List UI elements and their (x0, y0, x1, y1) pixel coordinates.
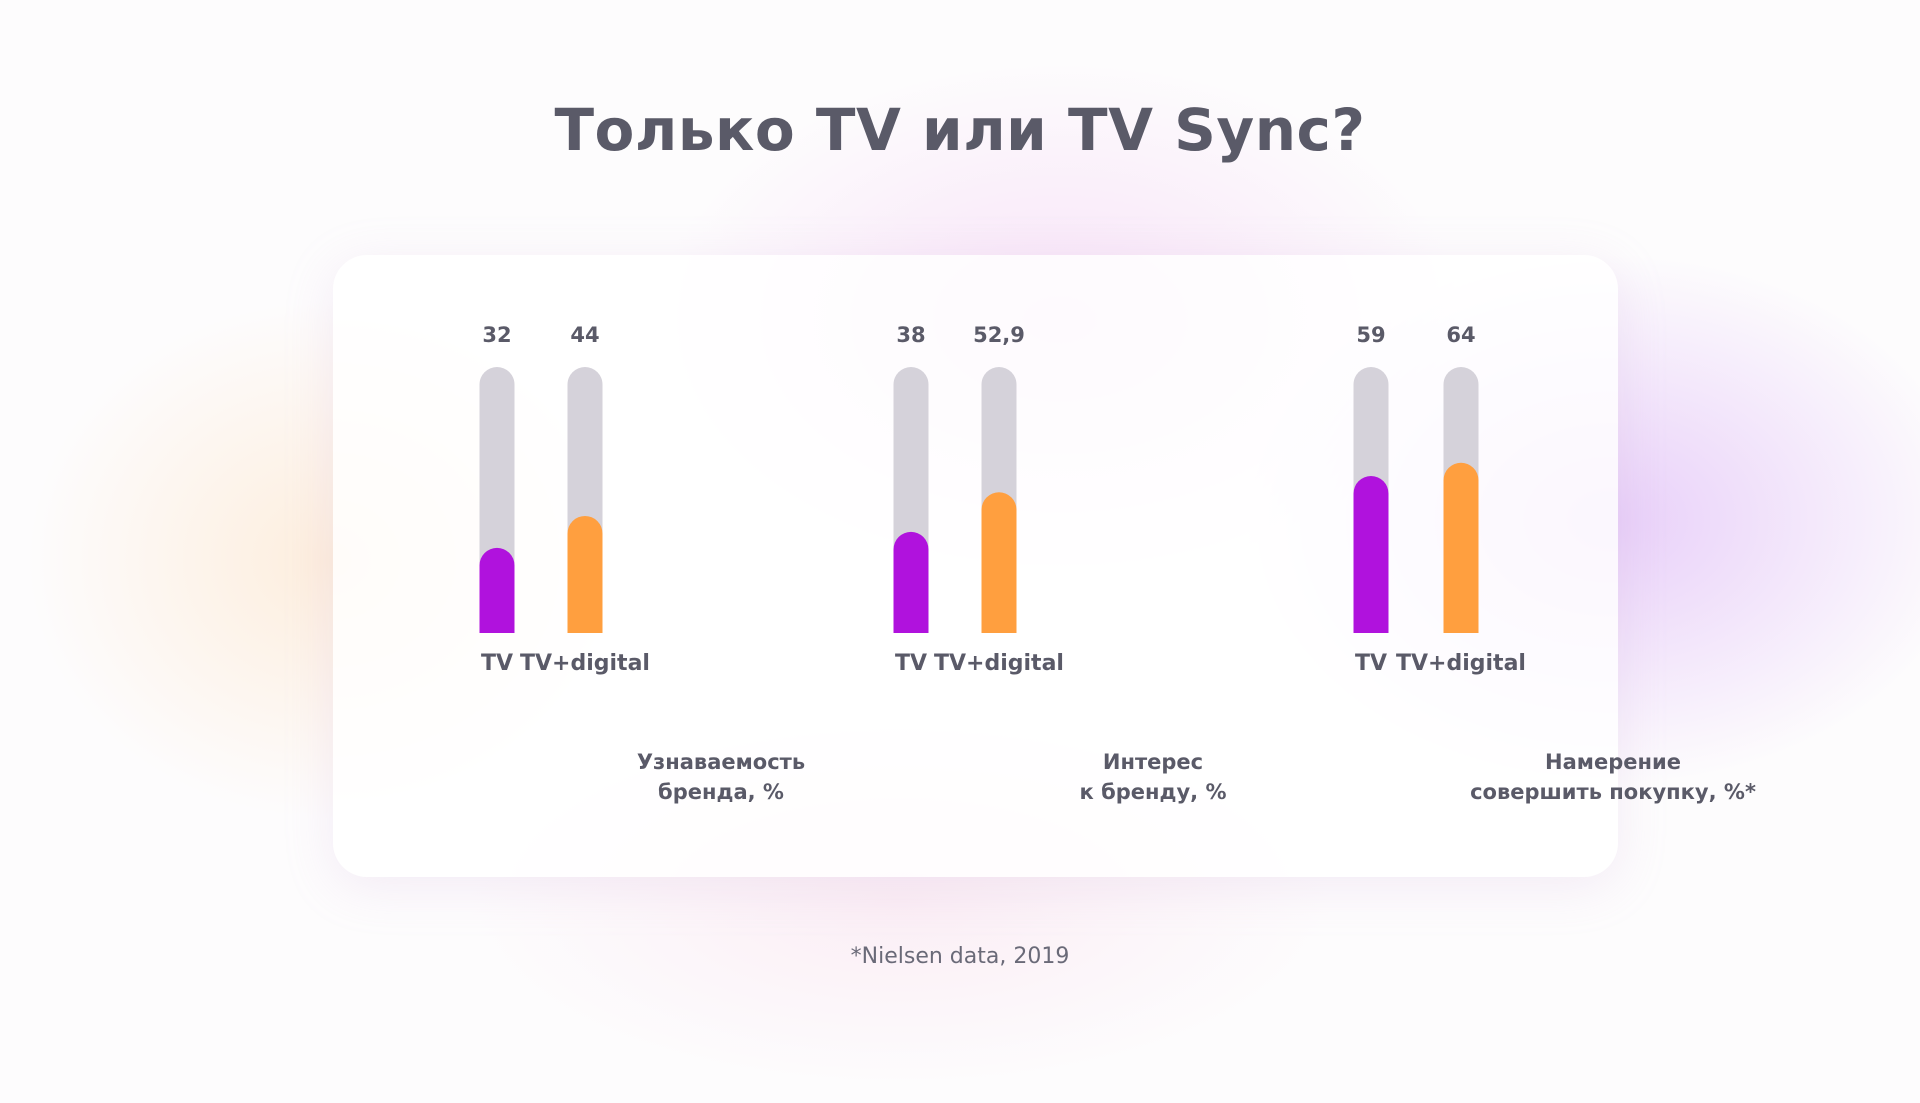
group-caption-line: Намерение (1545, 750, 1681, 774)
category-label: TV+digital (520, 651, 650, 676)
category-label: TV+digital (1396, 651, 1526, 676)
chart-card: 32 TV 44 TV+digital 38 TV 52,9 TV+digital 59 TV 64… (333, 255, 1756, 877)
page-title: Только TV или TV Sync? (554, 96, 1366, 164)
category-label: TV (481, 651, 513, 676)
group-caption-line: к бренду, % (1079, 780, 1227, 804)
value-label: 44 (570, 323, 599, 347)
footnote: *Nielsen data, 2019 (850, 944, 1070, 969)
group-caption-purchase-intent: Намерение совершить покупку, %* (1433, 747, 1793, 807)
group-caption-line: бренда, % (658, 780, 784, 804)
group-caption-brand-awareness: Узнаваемость бренда, % (541, 747, 901, 807)
value-label: 52,9 (973, 323, 1025, 347)
bar-tv-digital (1443, 462, 1479, 633)
group-caption-line: Узнаваемость (636, 750, 806, 774)
group-caption-brand-interest: Интерес к бренду, % (973, 747, 1333, 807)
group-caption-line: совершить покупку, %* (1470, 780, 1756, 804)
bar-tv-digital (567, 515, 603, 633)
bar-tv (479, 547, 515, 633)
value-label: 64 (1446, 323, 1475, 347)
category-label: TV (895, 651, 927, 676)
value-label: 59 (1356, 323, 1385, 347)
category-label: TV+digital (934, 651, 1064, 676)
value-label: 32 (482, 323, 511, 347)
category-label: TV (1355, 651, 1387, 676)
value-label: 38 (896, 323, 925, 347)
group-caption-line: Интерес (1102, 750, 1204, 774)
bar-tv-digital (981, 492, 1017, 633)
bar-chart: 32 TV 44 TV+digital 38 TV 52,9 TV+digital 59 TV 64… (479, 323, 1526, 676)
bar-tv (893, 531, 929, 633)
bar-tv (1353, 476, 1389, 633)
